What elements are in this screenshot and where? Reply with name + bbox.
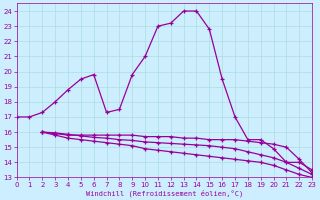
X-axis label: Windchill (Refroidissement éolien,°C): Windchill (Refroidissement éolien,°C)	[86, 189, 243, 197]
